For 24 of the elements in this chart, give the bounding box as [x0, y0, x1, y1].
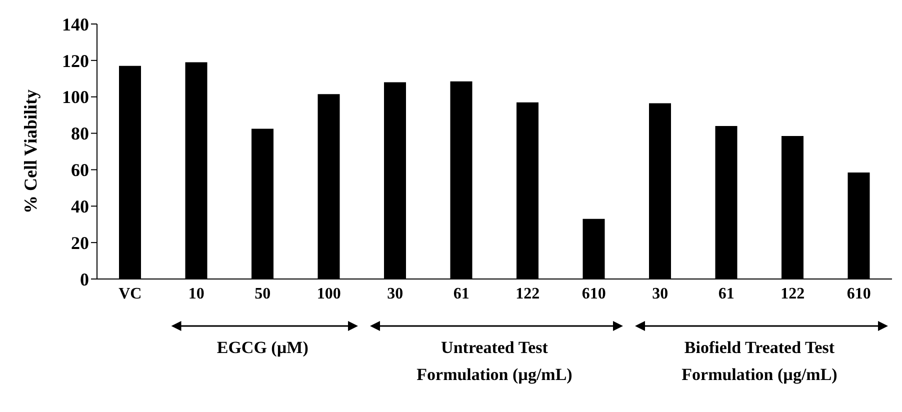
x-tick-label: 30 — [387, 285, 404, 302]
y-tick-label: 140 — [62, 14, 89, 34]
y-tick-label: 60 — [71, 160, 89, 180]
text: Untreated Test Formulation (µg/mL) — [416, 337, 574, 386]
x-tick-label: 122 — [780, 285, 805, 302]
y-tick-label: 120 — [62, 50, 89, 71]
y-tick-label: 80 — [71, 124, 89, 144]
x-tick-label: 10 — [188, 285, 204, 302]
y-tick-label: 20 — [71, 232, 89, 253]
text: EGCG (µM) — [216, 337, 310, 359]
x-tick-label: 610 — [582, 285, 606, 302]
x-tick-label: 50 — [254, 285, 271, 302]
x-tick-label: 61 — [718, 285, 734, 302]
x-tick-label: VC — [118, 285, 142, 302]
text: Biofield Treated Test Formulation (µg/mL) — [680, 337, 838, 386]
y-tick-label: 0 — [80, 269, 89, 290]
y-axis-title: % Cell Viability — [20, 89, 40, 214]
x-tick-label: 30 — [652, 285, 668, 302]
y-tick-label: 40 — [71, 196, 89, 217]
x-tick-label: 100 — [316, 285, 341, 302]
x-tick-label: 610 — [846, 285, 871, 302]
x-tick-label: 61 — [453, 285, 470, 302]
y-tick-label: 100 — [62, 87, 89, 108]
x-tick-label: 122 — [516, 285, 540, 302]
